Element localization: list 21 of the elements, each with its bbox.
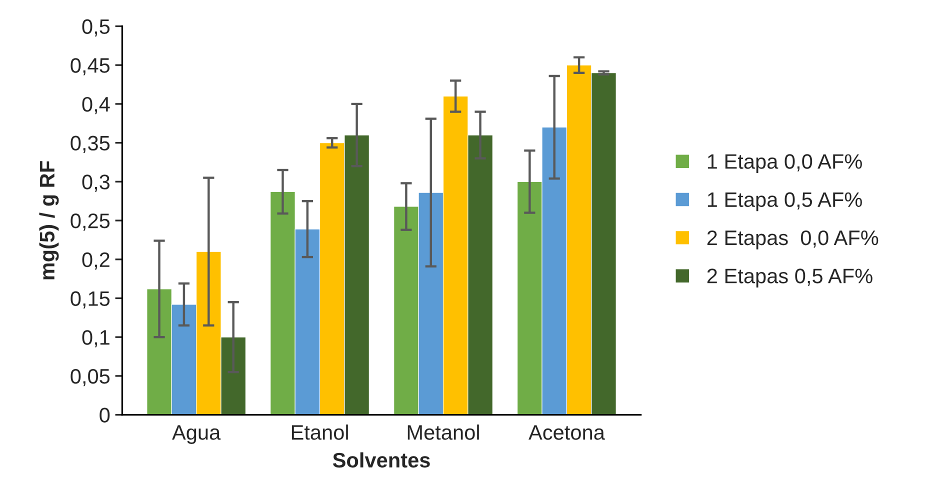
y-tick-label: 0,05 xyxy=(70,368,110,386)
y-tick-label: 0,5 xyxy=(82,19,110,36)
y-tick-label: 0,3 xyxy=(82,174,110,192)
x-tick-label: Agua xyxy=(172,425,221,444)
x-axis-title: Solventes xyxy=(332,452,430,468)
legend-label: 1 Etapa 0,0 AF% xyxy=(708,154,862,173)
y-tick-label: 0,1 xyxy=(82,330,110,348)
x-tick-label: Acetona xyxy=(528,425,605,440)
y-tick-label: 0,4 xyxy=(82,96,110,114)
y-tick-label: 0,45 xyxy=(70,58,110,76)
legend-label: 1 Etapa 0,5 AF% xyxy=(708,192,862,212)
x-tick-label: Metanol xyxy=(408,424,479,440)
y-tick-label: 0 xyxy=(100,408,110,423)
x-tick-label: Etanol xyxy=(292,424,348,440)
y-tick-label: 0,2 xyxy=(82,252,110,270)
y-tick-label: 0,25 xyxy=(70,214,110,231)
y-tick-label: 0,15 xyxy=(70,291,110,308)
legend-label: 2 Etapas 0,5 AF% xyxy=(707,268,872,288)
legend-label: 2 Etapas 0,0 AF% xyxy=(707,230,878,250)
y-tick-label: 0,35 xyxy=(70,136,110,154)
y-axis-title: mg(5) / g RF xyxy=(39,161,59,280)
